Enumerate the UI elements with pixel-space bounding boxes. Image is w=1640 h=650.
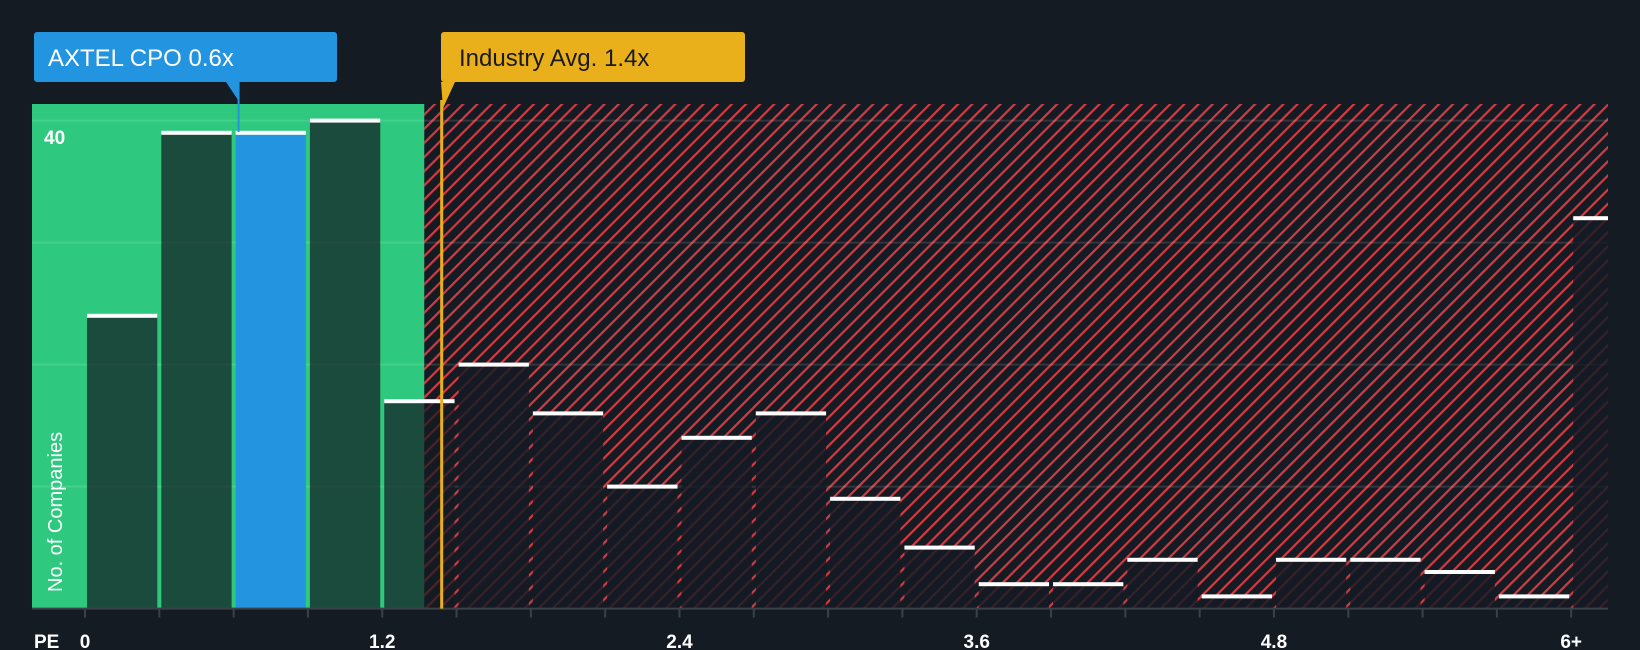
x-tick-label: 4.8 xyxy=(1261,632,1287,650)
histogram-bar xyxy=(1498,596,1570,609)
histogram-bar-cap xyxy=(309,118,381,123)
histogram-bar-cap xyxy=(1053,582,1124,587)
histogram-bar xyxy=(607,486,678,609)
x-tick-label: 3.6 xyxy=(964,632,990,650)
histogram-bar xyxy=(1201,596,1272,609)
histogram-bar-cap xyxy=(1275,557,1347,562)
histogram-bar-cap xyxy=(978,582,1050,587)
histogram-bar xyxy=(681,437,752,609)
y-axis-label: No. of Companies xyxy=(45,432,67,592)
histogram-bar-cap xyxy=(1350,557,1421,562)
industry-callout: Industry Avg. 1.4x xyxy=(441,32,745,108)
x-tick-label: 1.2 xyxy=(369,632,395,650)
histogram-bar-cap xyxy=(1201,594,1272,599)
industry-callout-label: Industry Avg. 1.4x xyxy=(459,45,649,72)
histogram-bar-cap xyxy=(1424,570,1495,574)
histogram-bar xyxy=(87,315,158,609)
histogram-bar xyxy=(532,413,604,609)
histogram-bar xyxy=(1127,559,1198,609)
y-tick-label-40: 40 xyxy=(44,128,65,149)
histogram-bar xyxy=(1053,584,1124,609)
histogram-bar xyxy=(384,401,455,609)
histogram-bar-cap xyxy=(384,399,455,404)
histogram-bar-cap xyxy=(235,130,306,135)
x-axis-label: PE xyxy=(34,632,59,650)
histogram-bar xyxy=(1424,572,1495,609)
histogram-bar-cap xyxy=(607,484,678,489)
histogram-bar-cap xyxy=(1498,594,1570,599)
histogram-bar-cap xyxy=(87,313,158,318)
histogram-bar xyxy=(161,132,232,609)
company-callout: AXTEL CPO 0.6x xyxy=(34,32,337,100)
x-tick-label: 2.4 xyxy=(666,632,693,650)
histogram-bar-cap xyxy=(1127,557,1198,562)
histogram-bar xyxy=(309,120,381,609)
histogram-bar xyxy=(458,364,529,609)
histogram-bar xyxy=(755,413,827,609)
histogram-bar xyxy=(1350,559,1421,609)
histogram-bar-cap xyxy=(1573,216,1608,221)
histogram-bar-cap xyxy=(830,496,901,501)
x-tick-label: 6+ xyxy=(1560,632,1582,650)
x-tick-label: 0 xyxy=(80,632,91,650)
company-callout-label: AXTEL CPO 0.6x xyxy=(48,45,234,72)
histogram-bar xyxy=(1275,559,1347,609)
histogram-bar xyxy=(235,132,306,609)
histogram-bar xyxy=(1573,218,1608,609)
histogram-bar-cap xyxy=(161,130,232,135)
histogram-bar-cap xyxy=(681,435,752,440)
histogram-bar-cap xyxy=(755,411,827,416)
histogram-bar xyxy=(904,547,975,609)
histogram-bar xyxy=(978,584,1050,609)
histogram-bar xyxy=(830,498,901,609)
histogram-bar-cap xyxy=(458,362,529,367)
histogram-bar-cap xyxy=(532,411,604,416)
histogram-bar-cap xyxy=(904,545,975,550)
